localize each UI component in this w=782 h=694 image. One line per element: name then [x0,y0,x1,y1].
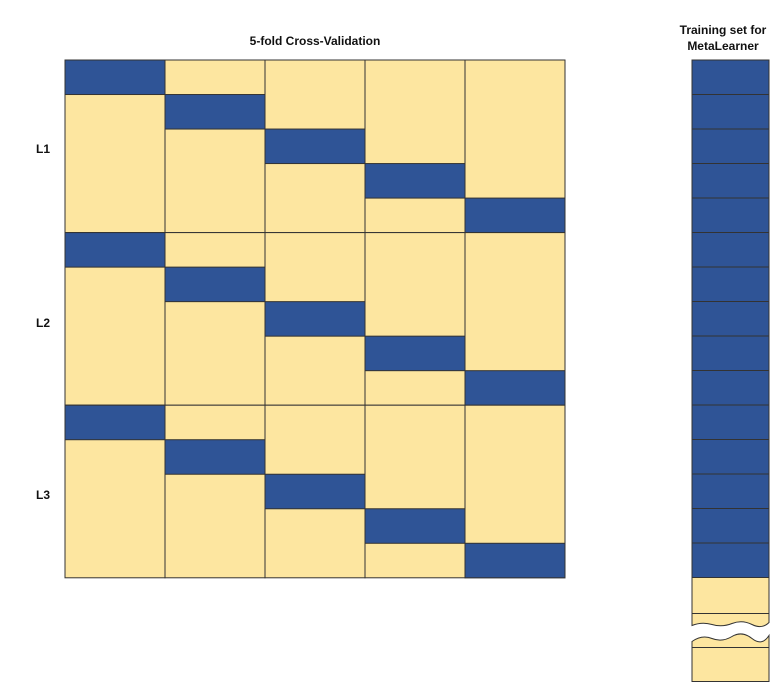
meta-torn-top [691,613,770,628]
holdout-fold [164,94,266,130]
holdout-fold [264,301,366,337]
meta-prediction-block [691,128,770,164]
meta-prediction-block [691,266,770,302]
meta-prediction-block [691,404,770,440]
holdout-fold [164,439,266,475]
meta-title-line1: Training set for [679,23,767,37]
meta-prediction-block [691,370,770,406]
holdout-fold [464,197,566,234]
learner-label-l2: L2 [36,316,51,330]
holdout-fold [464,542,566,579]
holdout-fold [464,370,566,406]
learner-label-l3: L3 [36,488,51,502]
holdout-fold [364,163,466,199]
holdout-fold [364,508,466,544]
meta-prediction-block [691,59,770,95]
train-segment [364,404,466,579]
meta-title: Training set for MetaLearner [664,22,782,54]
train-segment [364,59,466,234]
meta-prediction-block [691,301,770,337]
train-segment [364,232,466,406]
meta-train-block [691,647,770,682]
train-segment [164,232,266,406]
meta-prediction-block [691,197,770,233]
meta-prediction-block [691,508,770,544]
meta-prediction-block [691,439,770,475]
holdout-fold [164,266,266,303]
holdout-fold [64,59,166,96]
holdout-fold [64,404,166,441]
meta-prediction-block [691,473,770,509]
train-segment [164,404,266,579]
meta-prediction-block [691,232,770,268]
train-segment [164,59,266,234]
meta-prediction-block [691,542,770,578]
holdout-fold [364,335,466,372]
holdout-fold [64,232,166,268]
learner-label-l1: L1 [36,142,51,156]
cv-title: 5-fold Cross-Validation [249,34,381,48]
meta-prediction-block [691,94,770,130]
meta-train-block [691,577,770,614]
meta-prediction-block [691,163,770,199]
holdout-fold [264,128,366,165]
meta-title-line2: MetaLearner [687,39,759,53]
meta-torn-bottom [691,633,770,648]
holdout-fold [264,473,366,510]
meta-prediction-block [691,335,770,371]
